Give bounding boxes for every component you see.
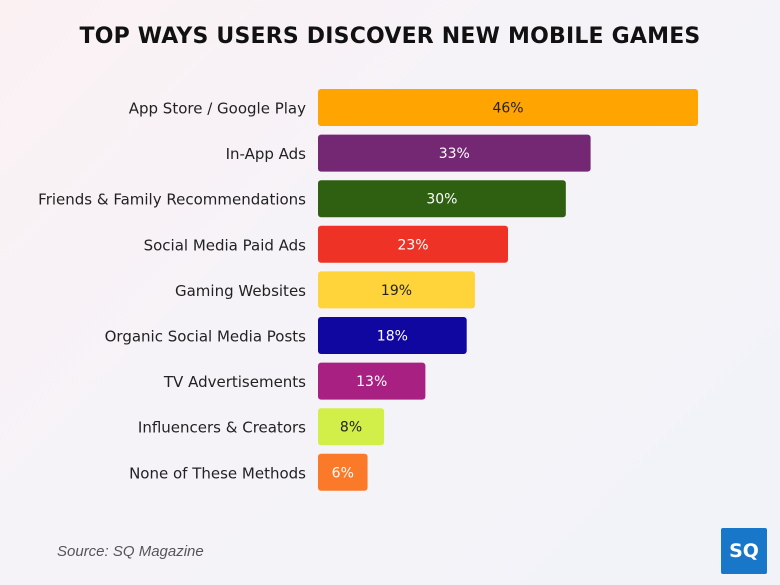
- category-label: TV Advertisements: [163, 373, 306, 391]
- value-label: 6%: [332, 465, 354, 481]
- value-label: 8%: [340, 420, 362, 436]
- value-label: 46%: [492, 101, 523, 117]
- source-caption: Source: SQ Magazine: [57, 543, 204, 560]
- bar: [318, 271, 475, 309]
- category-label: Organic Social Media Posts: [105, 328, 307, 346]
- category-label: Influencers & Creators: [138, 419, 306, 437]
- bar: [318, 180, 566, 218]
- logo-text: SQ: [729, 540, 759, 562]
- chart-title: TOP WAYS USERS DISCOVER NEW MOBILE GAMES: [79, 24, 701, 49]
- bar: [318, 134, 591, 172]
- category-label: Gaming Websites: [175, 282, 306, 300]
- bar: [318, 362, 426, 400]
- value-label: 18%: [377, 329, 408, 345]
- category-label: Social Media Paid Ads: [144, 236, 307, 254]
- bar: [318, 453, 368, 491]
- sq-logo: SQ: [721, 528, 767, 574]
- value-label: 30%: [426, 192, 457, 208]
- bar: [318, 408, 385, 446]
- category-label: None of These Methods: [129, 464, 306, 482]
- value-label: 33%: [439, 146, 470, 162]
- category-label: In-App Ads: [226, 145, 307, 163]
- value-label: 13%: [356, 374, 387, 390]
- bar: [318, 89, 698, 126]
- value-label: 23%: [397, 237, 428, 253]
- category-label: App Store / Google Play: [129, 100, 306, 118]
- category-label: Friends & Family Recommendations: [38, 191, 306, 209]
- value-label: 19%: [381, 283, 412, 299]
- bar: [318, 317, 467, 354]
- bar: [318, 225, 508, 263]
